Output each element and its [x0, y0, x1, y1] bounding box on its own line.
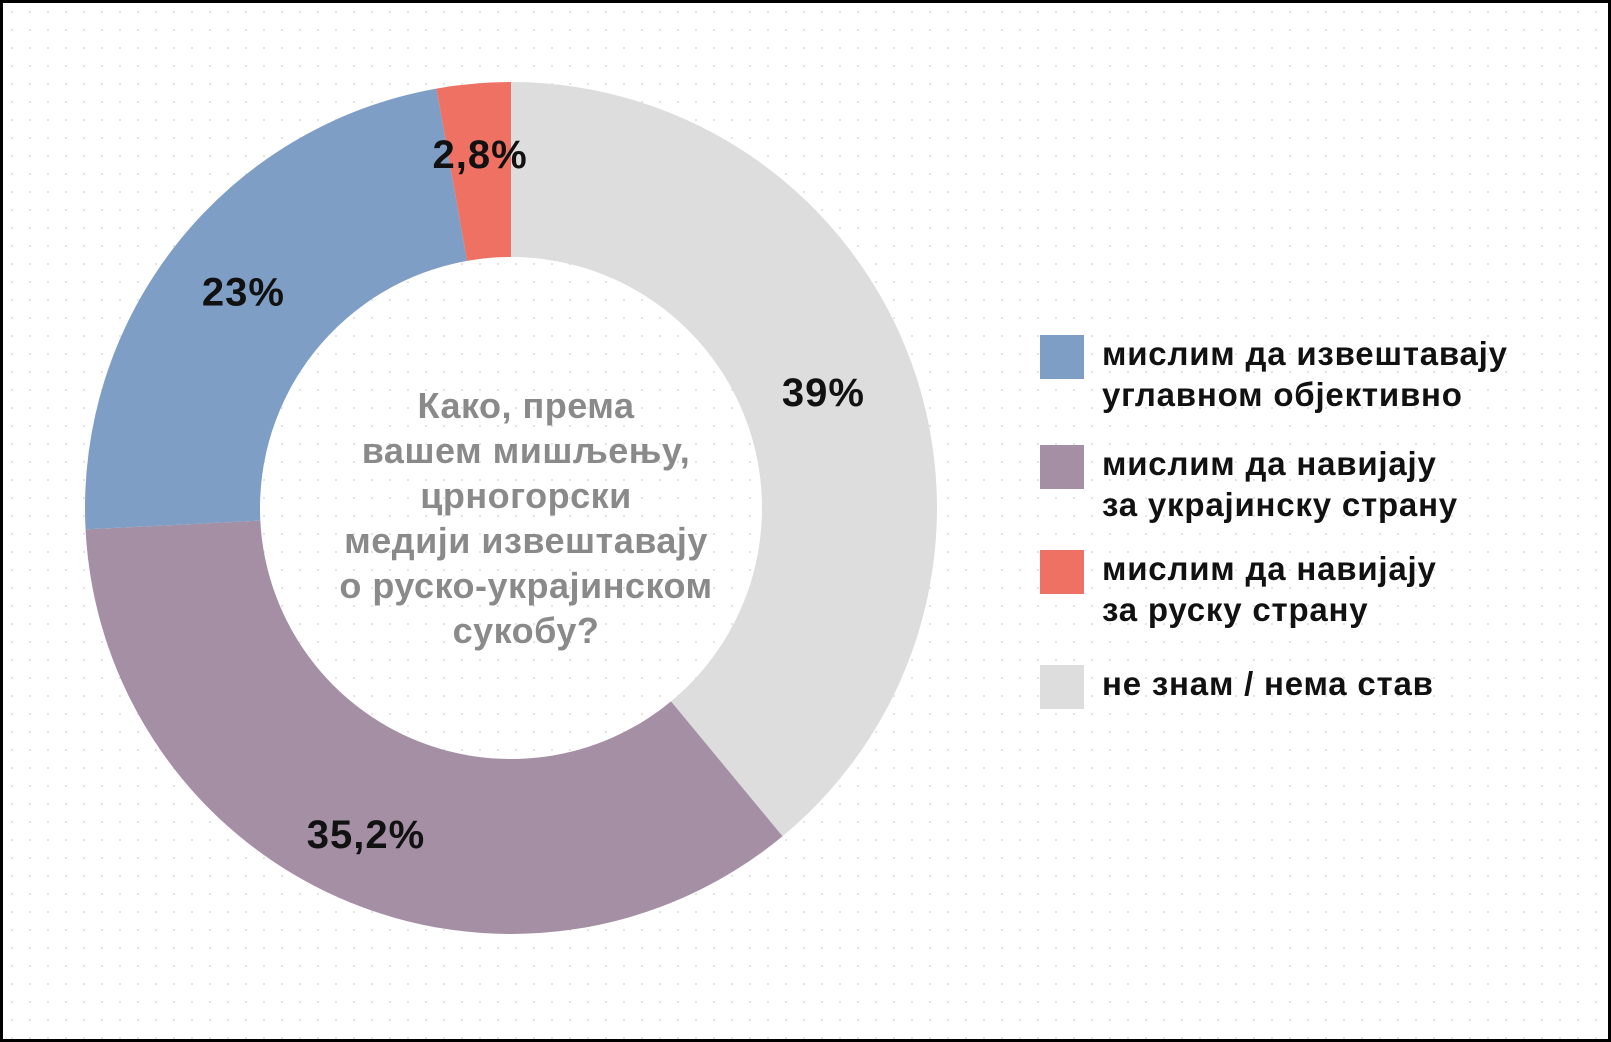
legend-swatch-objective [1040, 335, 1084, 379]
legend-label-ukrainian-side: мислим да навијају за украјинску страну [1102, 445, 1458, 523]
legend-item-dont-know: не знам / нема став [1040, 663, 1434, 709]
donut-chart: 39% 35,2% 23% 2,8% [85, 82, 937, 934]
slice-objective [85, 88, 468, 530]
slice-ukrainian-side [85, 520, 783, 934]
legend-item-ukrainian-side: мислим да навијају за украјинску страну [1040, 443, 1458, 525]
data-label-objective: 23% [202, 271, 285, 315]
legend-label-dont-know: не знам / нема став [1102, 665, 1434, 702]
data-label-dont-know: 39% [782, 371, 865, 415]
legend-swatch-russian-side [1040, 550, 1084, 594]
legend-swatch-dont-know [1040, 665, 1084, 709]
slice-russian-side [436, 82, 511, 261]
center-question: Како, према вашем мишљењу, црногорски ме… [339, 385, 713, 651]
legend-item-objective: мислим да извештавају углавном објективн… [1040, 333, 1508, 415]
data-label-russian-side: 2,8% [432, 133, 527, 177]
legend-label-russian-side: мислим да навијају за руску страну [1102, 550, 1437, 628]
legend-label-objective: мислим да извештавају углавном објективн… [1102, 335, 1508, 413]
data-label-ukrainian-side: 35,2% [307, 813, 425, 857]
legend-swatch-ukrainian-side [1040, 445, 1084, 489]
slice-dont-know [511, 82, 937, 837]
legend-item-russian-side: мислим да навијају за руску страну [1040, 548, 1437, 630]
